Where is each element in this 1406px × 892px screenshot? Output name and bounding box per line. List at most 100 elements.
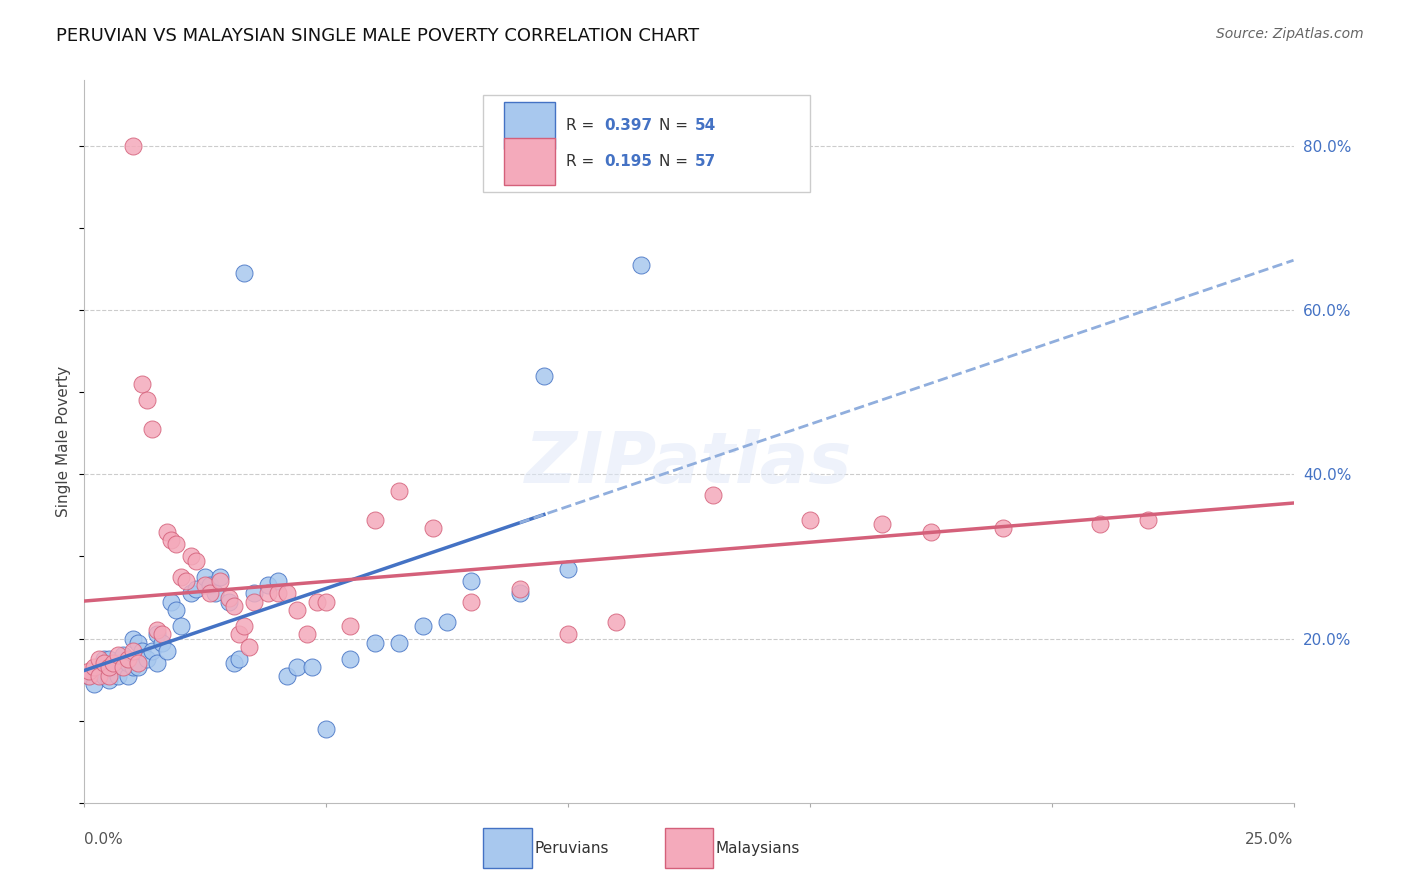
Text: ZIPatlas: ZIPatlas (526, 429, 852, 498)
Point (112, 660, 135, 674)
Point (460, 574, 482, 588)
Point (103, 657, 125, 671)
Point (208, 574, 231, 588)
Point (165, 537, 187, 551)
Point (194, 570, 217, 584)
Point (121, 632, 143, 646)
Point (198, 586, 221, 600)
Point (228, 652, 250, 666)
Point (1088, 516, 1111, 531)
FancyBboxPatch shape (503, 138, 555, 186)
Text: 0.0%: 0.0% (84, 831, 124, 847)
Point (301, 660, 323, 674)
Point (121, 644, 143, 658)
Point (77, 668, 100, 682)
Point (97, 668, 120, 682)
Text: 0.195: 0.195 (605, 154, 652, 169)
Point (93, 668, 115, 682)
Point (112, 648, 135, 662)
Point (150, 636, 173, 650)
Point (117, 657, 139, 671)
Point (131, 377, 153, 392)
Point (276, 668, 298, 682)
Point (238, 640, 260, 654)
Point (103, 660, 125, 674)
Point (257, 586, 280, 600)
Point (339, 619, 361, 633)
Point (267, 574, 290, 588)
Text: 54: 54 (695, 118, 716, 133)
Point (1137, 512, 1160, 526)
Point (107, 668, 129, 682)
Point (97, 673, 120, 687)
Point (267, 586, 290, 600)
Text: PERUVIAN VS MALAYSIAN SINGLE MALE POVERTY CORRELATION CHART: PERUVIAN VS MALAYSIAN SINGLE MALE POVERT… (56, 27, 699, 45)
Point (83, 677, 105, 691)
Text: 0.397: 0.397 (605, 118, 652, 133)
Point (184, 553, 207, 567)
Point (702, 488, 724, 502)
Point (363, 636, 385, 650)
Point (605, 615, 627, 630)
Point (218, 594, 240, 608)
FancyBboxPatch shape (484, 828, 531, 868)
Point (509, 582, 531, 597)
Point (146, 624, 169, 638)
Point (77, 665, 100, 679)
Point (141, 644, 163, 658)
Point (436, 615, 458, 630)
Point (180, 586, 202, 600)
Point (127, 636, 149, 650)
Point (242, 594, 264, 608)
Point (93, 652, 115, 666)
Point (228, 627, 250, 641)
Point (557, 562, 579, 576)
Point (557, 627, 579, 641)
FancyBboxPatch shape (503, 102, 555, 149)
Point (993, 521, 1015, 535)
Y-axis label: Single Male Poverty: Single Male Poverty (56, 366, 72, 517)
Point (422, 521, 444, 535)
Text: Peruvians: Peruvians (534, 841, 609, 855)
Point (315, 722, 337, 736)
Point (630, 258, 652, 272)
Text: N =: N = (659, 154, 693, 169)
Point (460, 594, 482, 608)
Point (315, 594, 337, 608)
Point (150, 627, 173, 641)
Point (121, 139, 143, 153)
Text: 25.0%: 25.0% (1246, 831, 1294, 847)
FancyBboxPatch shape (484, 95, 810, 193)
Point (107, 648, 129, 662)
Point (127, 660, 149, 674)
Point (136, 393, 159, 408)
Point (87, 652, 110, 666)
Text: N =: N = (659, 118, 693, 133)
Text: 57: 57 (695, 154, 716, 169)
Point (509, 586, 531, 600)
Point (141, 422, 163, 436)
Point (87, 665, 110, 679)
Point (83, 660, 105, 674)
Point (233, 619, 256, 633)
Point (224, 599, 246, 613)
Point (170, 619, 193, 633)
Point (97, 652, 120, 666)
Point (204, 586, 226, 600)
Point (121, 660, 143, 674)
Point (155, 644, 177, 658)
Point (170, 570, 193, 584)
Point (180, 549, 202, 564)
Point (117, 668, 139, 682)
Point (107, 657, 129, 671)
Text: R =: R = (565, 118, 599, 133)
Point (77, 668, 100, 682)
Point (257, 578, 280, 592)
Point (305, 594, 328, 608)
Point (146, 657, 169, 671)
Text: Source: ZipAtlas.com: Source: ZipAtlas.com (1216, 27, 1364, 41)
Point (136, 652, 159, 666)
Point (872, 516, 894, 531)
Point (117, 652, 139, 666)
Point (93, 657, 115, 671)
